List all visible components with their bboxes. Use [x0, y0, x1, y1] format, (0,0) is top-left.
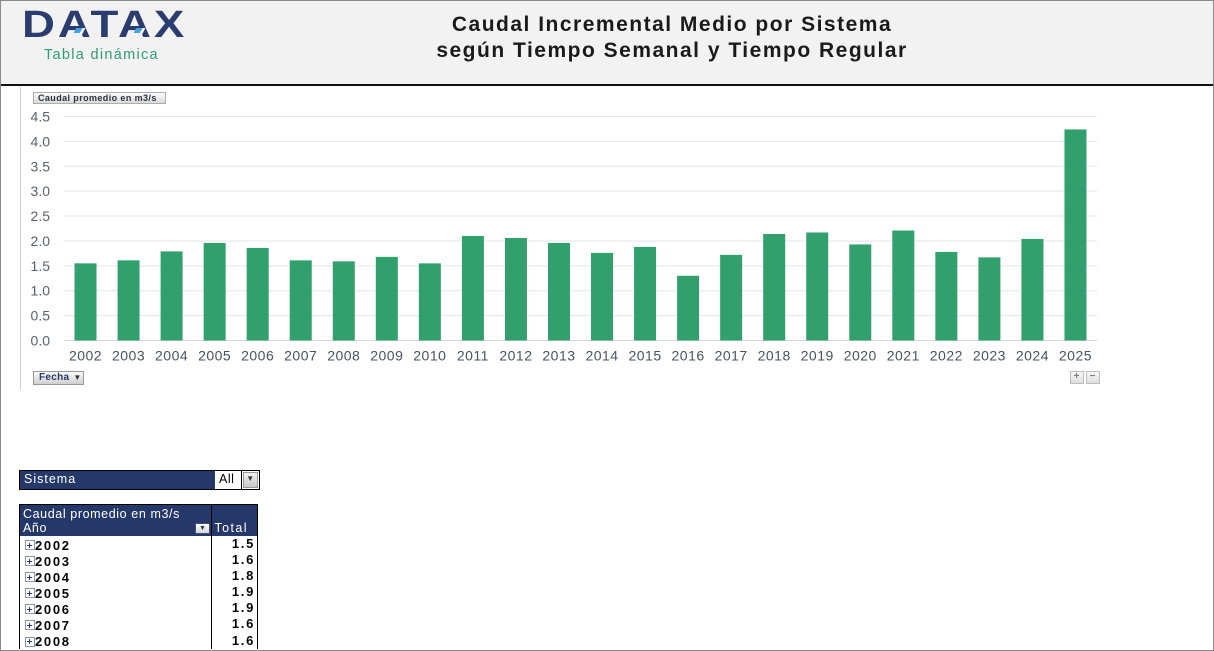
svg-text:2018: 2018 [757, 347, 790, 363]
svg-text:3.0: 3.0 [30, 183, 50, 199]
svg-text:2014: 2014 [585, 347, 618, 363]
svg-text:2.0: 2.0 [30, 232, 50, 248]
svg-text:2008: 2008 [327, 347, 360, 363]
svg-text:2019: 2019 [800, 347, 833, 363]
svg-text:2016: 2016 [671, 347, 704, 363]
svg-text:0.0: 0.0 [30, 332, 50, 348]
svg-text:1.5: 1.5 [30, 257, 50, 273]
svg-text:2021: 2021 [886, 347, 919, 363]
svg-text:2012: 2012 [499, 347, 532, 363]
svg-text:2003: 2003 [111, 347, 144, 363]
svg-text:2022: 2022 [929, 347, 962, 363]
svg-text:2004: 2004 [155, 347, 188, 363]
svg-text:2006: 2006 [241, 347, 274, 363]
svg-text:4.5: 4.5 [30, 108, 50, 124]
svg-text:2024: 2024 [1015, 347, 1048, 363]
svg-text:2017: 2017 [714, 347, 747, 363]
svg-text:2007: 2007 [284, 347, 317, 363]
svg-text:2005: 2005 [198, 347, 231, 363]
svg-text:1.0: 1.0 [30, 282, 50, 298]
svg-text:2023: 2023 [972, 347, 1005, 363]
svg-text:2011: 2011 [456, 347, 488, 363]
svg-text:3.5: 3.5 [30, 158, 50, 174]
svg-text:2.5: 2.5 [30, 208, 50, 224]
svg-text:2015: 2015 [628, 347, 661, 363]
svg-text:2010: 2010 [413, 347, 446, 363]
svg-text:2002: 2002 [68, 347, 101, 363]
svg-text:2013: 2013 [542, 347, 575, 363]
svg-text:4.0: 4.0 [30, 133, 50, 149]
svg-text:2009: 2009 [370, 347, 403, 363]
svg-text:2025: 2025 [1058, 347, 1091, 363]
svg-text:2020: 2020 [843, 347, 876, 363]
svg-text:0.5: 0.5 [30, 307, 50, 323]
